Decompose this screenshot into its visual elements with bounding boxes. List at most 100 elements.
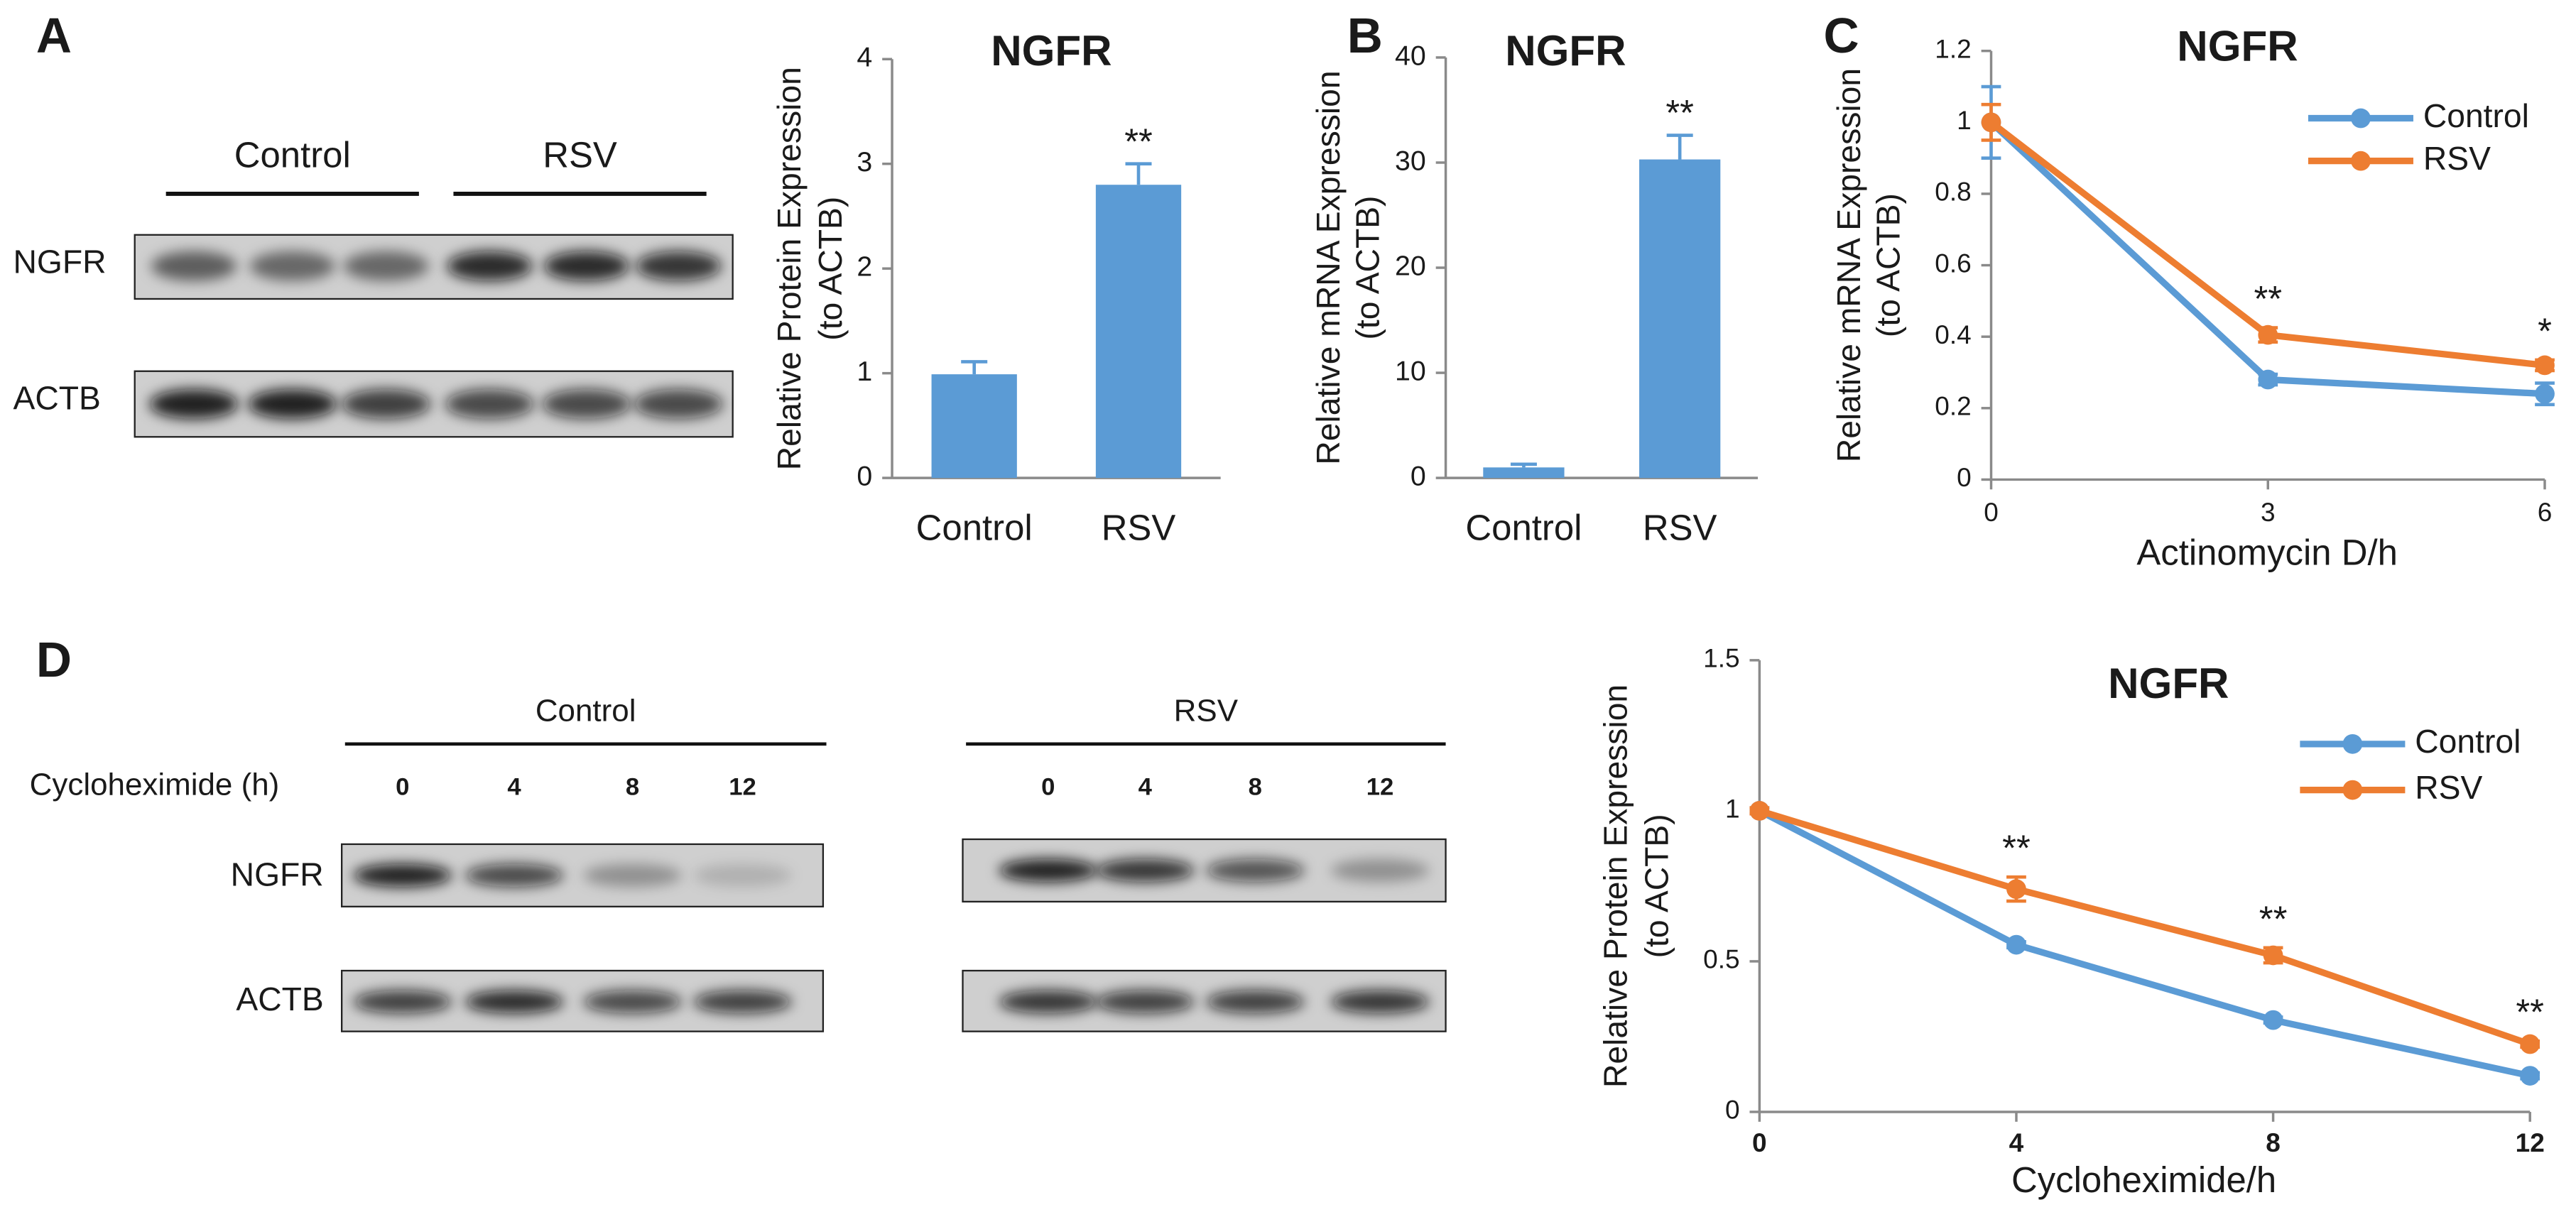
y-tick-label: 1 [1957,106,1972,135]
bar [1639,159,1721,479]
group-label: Control [234,134,351,175]
x-tick-label: Control [1465,508,1582,548]
panel-label: D [36,632,72,687]
point [2263,1010,2283,1030]
x-tick-label: 6 [2538,498,2553,527]
significance-mark: ** [1665,92,1694,133]
y-axis-label: (to ACTB) [1870,193,1907,337]
point [2535,355,2555,376]
point [2535,383,2555,404]
y-tick-label: 4 [857,42,872,73]
x-tick-label: 12 [2516,1128,2545,1157]
blot-band [447,251,533,281]
lane-label: 12 [1366,773,1394,800]
chart-title: NGFR [2177,22,2298,70]
lane-label: 0 [1041,773,1055,800]
y-axis-label: (to ACTB) [1638,814,1675,958]
y-axis-label: Relative mRNA Expression [1830,68,1867,462]
blot-band [1330,990,1430,1014]
x-tick-label: 4 [2009,1128,2024,1157]
group-label: RSV [1174,693,1239,728]
significance-mark: ** [2002,828,2031,868]
significance-mark: ** [2254,278,2282,319]
point [2263,945,2283,966]
y-tick-label: 0.8 [1935,178,1971,207]
y-tick-label: 40 [1395,40,1426,71]
y-tick-label: 1.2 [1935,34,1971,63]
point [2520,1066,2540,1086]
y-tick-label: 0.4 [1935,320,1971,349]
blot-band [149,389,239,419]
series-line [1758,807,2531,1079]
blot-band [1205,990,1305,1014]
y-tick-label: 1 [857,356,872,387]
blot-band [464,863,564,888]
significance-mark: ** [2516,992,2544,1032]
panel-label: A [36,8,72,63]
x-tick-label: 8 [2266,1128,2281,1157]
blot-band [543,251,629,281]
group-label: RSV [543,134,617,175]
blot-band [353,990,452,1014]
blot-band [464,990,564,1014]
x-tick-label: RSV [1643,508,1717,548]
blot-band [1205,858,1305,883]
x-axis-label: Actinomycin D/h [2136,532,2398,572]
bar [1483,467,1565,479]
significance-mark: ** [1124,121,1153,161]
panel-label: B [1347,8,1383,63]
y-tick-label: 20 [1395,250,1426,281]
row-label: ACTB [13,380,101,417]
blot-band [636,251,722,281]
point [2258,369,2278,390]
lane-label: 12 [729,773,756,800]
y-tick-label: 0.2 [1935,392,1971,421]
blot-band [999,990,1098,1014]
y-tick-label: 1 [1725,795,1740,824]
blot-band [583,863,682,888]
y-tick-label: 30 [1395,145,1426,176]
blot-band [1095,990,1195,1014]
panel-label: C [1824,8,1859,63]
y-tick-label: 0 [1725,1096,1740,1125]
point [2520,1034,2540,1054]
lane-label: 8 [626,773,639,800]
point [1981,112,2001,133]
blot-band [1095,858,1195,883]
significance-mark: ** [2259,898,2288,939]
bar [1095,185,1182,479]
row-label: ACTB [236,981,323,1017]
y-tick-label: 1.5 [1703,644,1739,673]
blot-band [583,990,682,1014]
group-label: Control [536,693,636,728]
blot-band [693,990,792,1014]
lane-label: 8 [1249,773,1262,800]
legend-marker [2342,780,2363,800]
y-axis-label: Relative mRNA Expression [1310,70,1347,464]
significance-mark: * [2538,310,2552,351]
chart-title: NGFR [2108,660,2229,707]
blot-band [248,389,337,419]
legend-marker [2342,733,2363,754]
chart-title: NGFR [1505,27,1626,75]
lane-label: 4 [507,773,521,800]
row-label: NGFR [231,856,324,893]
x-tick-label: 0 [1752,1128,1767,1157]
series-line [1759,807,2531,1047]
y-axis-label: Relative Protein Expression [1597,684,1634,1088]
legend-label: Control [2423,97,2529,134]
chart-title: NGFR [991,27,1112,75]
x-tick-label: 0 [1984,498,1999,527]
blot-band [542,389,631,419]
y-axis-label: Relative Protein Expression [771,67,808,470]
y-tick-label: 3 [857,146,872,178]
blot-band [634,389,723,419]
x-tick-label: RSV [1102,508,1176,548]
y-tick-label: 0 [1957,463,1972,492]
y-axis-label: (to ACTB) [1349,196,1386,340]
legend-label: Control [2415,723,2521,760]
blot-band [342,389,431,419]
x-tick-label: Control [916,508,1033,548]
